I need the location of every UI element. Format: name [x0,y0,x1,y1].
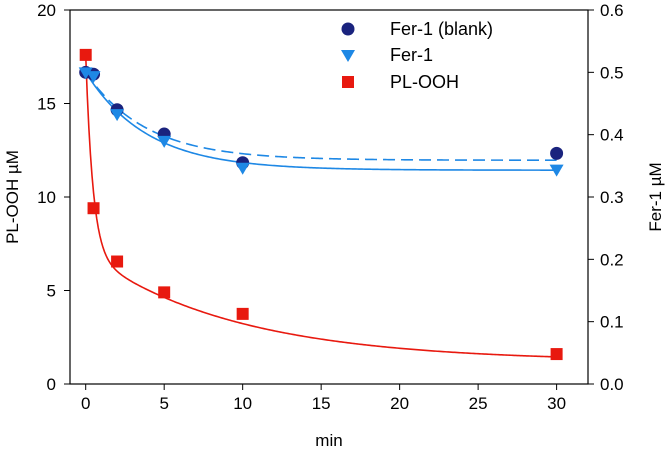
legend-marker-fer1-blank [341,22,355,36]
legend-marker-fer1 [341,50,355,62]
y-right-tick-label: 0.4 [600,126,624,145]
x-axis-title: min [315,431,342,450]
legend-label-ploh: PL-OOH [390,72,459,92]
y-axis-left: 0 5 10 15 20 [37,1,70,394]
x-tick-label: 5 [159,394,168,413]
y-right-tick-label: 0.3 [600,188,624,207]
x-tick-label: 20 [390,394,409,413]
point-fer1 [78,67,93,80]
point-fer1-blank [550,146,564,160]
x-tick-label: 25 [469,394,488,413]
x-tick-label: 30 [547,394,566,413]
point-fer1 [235,162,250,175]
point-ploh [111,255,124,268]
y-right-tick-label: 0.2 [600,250,624,269]
y-right-tick-label: 0.5 [600,63,624,82]
y-right-tick-label: 0.0 [600,375,624,394]
y-left-tick-label: 20 [37,1,56,20]
y-axis-right: 0.0 0.1 0.2 0.3 0.4 0.5 0.6 [588,1,624,394]
legend-label-fer1: Fer-1 [390,45,433,65]
point-fer1 [157,135,172,148]
data-markers [78,48,564,361]
x-tick-label: 0 [81,394,90,413]
point-fer1 [110,109,125,122]
y-right-tick-label: 0.1 [600,313,624,332]
y-left-tick-label: 10 [37,188,56,207]
point-ploh [79,48,92,61]
x-tick-label: 15 [312,394,331,413]
y-left-tick-label: 15 [37,95,56,114]
point-fer1 [86,71,101,84]
y-right-axis-title: Fer-1 µM [646,162,665,231]
legend-label-fer1-blank: Fer-1 (blank) [390,19,493,39]
y-right-tick-label: 0.6 [600,1,624,20]
fit-curve-fer1-blank [85,71,557,161]
point-ploh [158,286,171,299]
y-left-tick-label: 5 [47,282,56,301]
y-left-axis-title: PL-OOH µM [3,150,22,244]
x-tick-label: 10 [233,394,252,413]
legend-marker-ploh [342,76,354,88]
legend: Fer-1 (blank) Fer-1 PL-OOH [341,19,493,92]
x-axis: 0 5 10 15 20 25 30 [81,384,566,413]
fit-curves [84,54,557,358]
point-fer1 [549,164,564,177]
point-ploh [87,202,100,215]
plot-frame [69,9,589,385]
y-left-tick-label: 0 [47,375,56,394]
fit-curve-ploh [84,54,557,358]
fit-curve-fer1 [85,71,557,171]
point-ploh [236,307,249,320]
point-ploh [550,348,563,361]
